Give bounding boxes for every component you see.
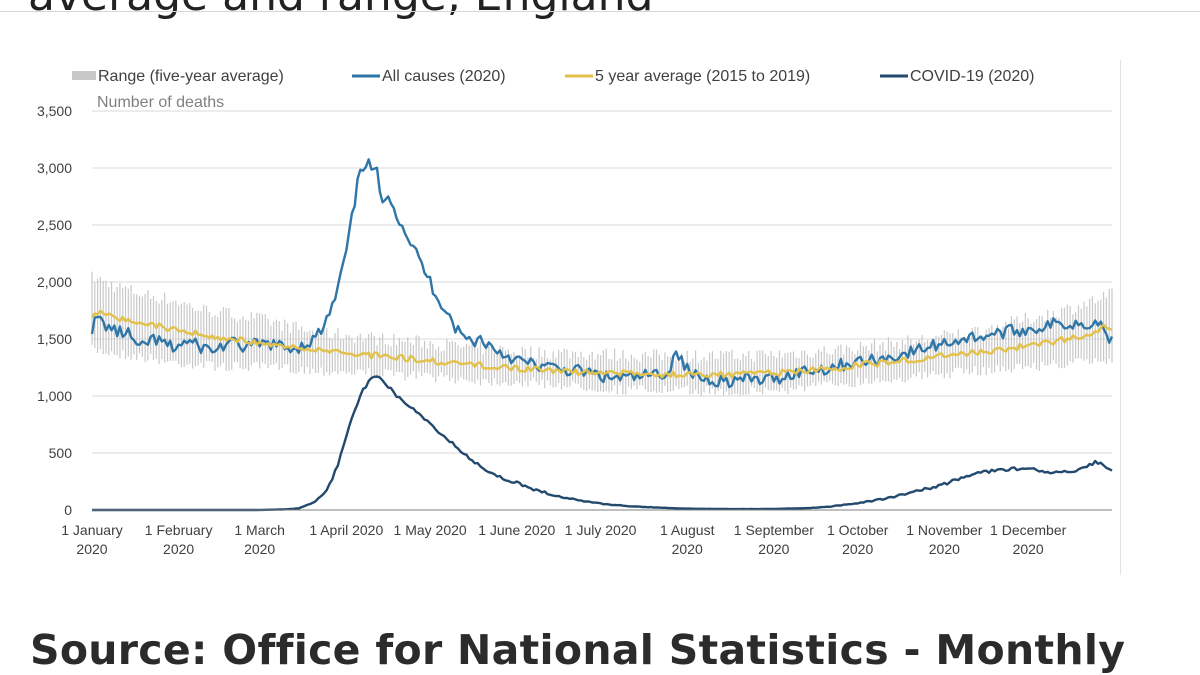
x-tick-label: 1 April 2020 [309,522,383,538]
x-tick-label: 1 January [61,522,122,538]
chart-frame-border [1120,60,1121,575]
x-tick-label-year: 2020 [76,541,107,557]
legend: Range (five-year average) All causes (202… [72,68,1035,85]
y-axis-ticks: 0 500 1,000 1,500 2,000 2,500 3,000 3,500 [37,103,72,518]
y-tick-label: 2,000 [37,274,72,290]
x-tick-label-year: 2020 [1013,541,1044,557]
legend-label: 5 year average (2015 to 2019) [595,68,810,85]
gridlines [92,110,1112,454]
x-tick-label-year: 2020 [163,541,194,557]
legend-label: All causes (2020) [382,68,506,85]
x-tick-label: 1 July 2020 [565,522,637,538]
x-tick-label: 1 November [906,522,983,538]
x-tick-label: 1 December [990,522,1067,538]
x-tick-label-year: 2020 [842,541,873,557]
legend-label: COVID-19 (2020) [910,68,1035,85]
x-tick-label: 1 May 2020 [394,522,467,538]
y-tick-label: 1,000 [37,388,72,404]
series-line-avg5 [91,309,1113,379]
legend-swatch-range [72,71,96,80]
y-tick-label: 3,500 [37,103,72,119]
y-tick-label: 3,000 [37,160,72,176]
x-tick-label: 1 October [827,522,889,538]
header-divider [0,11,1200,12]
x-tick-label-year: 2020 [672,541,703,557]
x-tick-label: 1 June 2020 [478,522,555,538]
series-line-all-causes [90,158,1114,389]
deaths-chart: 0 500 1,000 1,500 2,000 2,500 3,000 3,500 1 Jan… [37,68,1114,557]
x-axis-ticks: 1 January 2020 1 February 2020 1 March 2020 1 … [61,522,1066,557]
y-axis-label: Number of deaths [97,94,224,111]
chart-heading: average and range, England [28,0,653,21]
range-band [91,271,1113,396]
x-tick-label-year: 2020 [244,541,275,557]
x-tick-label: 1 February [145,522,213,538]
series-layer [90,158,1114,512]
series-line-covid [92,375,1113,512]
y-tick-label: 500 [49,445,73,461]
y-tick-label: 0 [64,502,72,518]
x-tick-label: 1 August [660,522,715,538]
x-tick-label-year: 2020 [758,541,789,557]
y-tick-label: 2,500 [37,217,72,233]
source-caption: Source: Office for National Statistics -… [30,626,1126,674]
y-tick-label: 1,500 [37,331,72,347]
x-tick-label-year: 2020 [929,541,960,557]
x-tick-label: 1 September [734,522,814,538]
x-tick-label: 1 March [234,522,285,538]
legend-label: Range (five-year average) [98,68,284,85]
